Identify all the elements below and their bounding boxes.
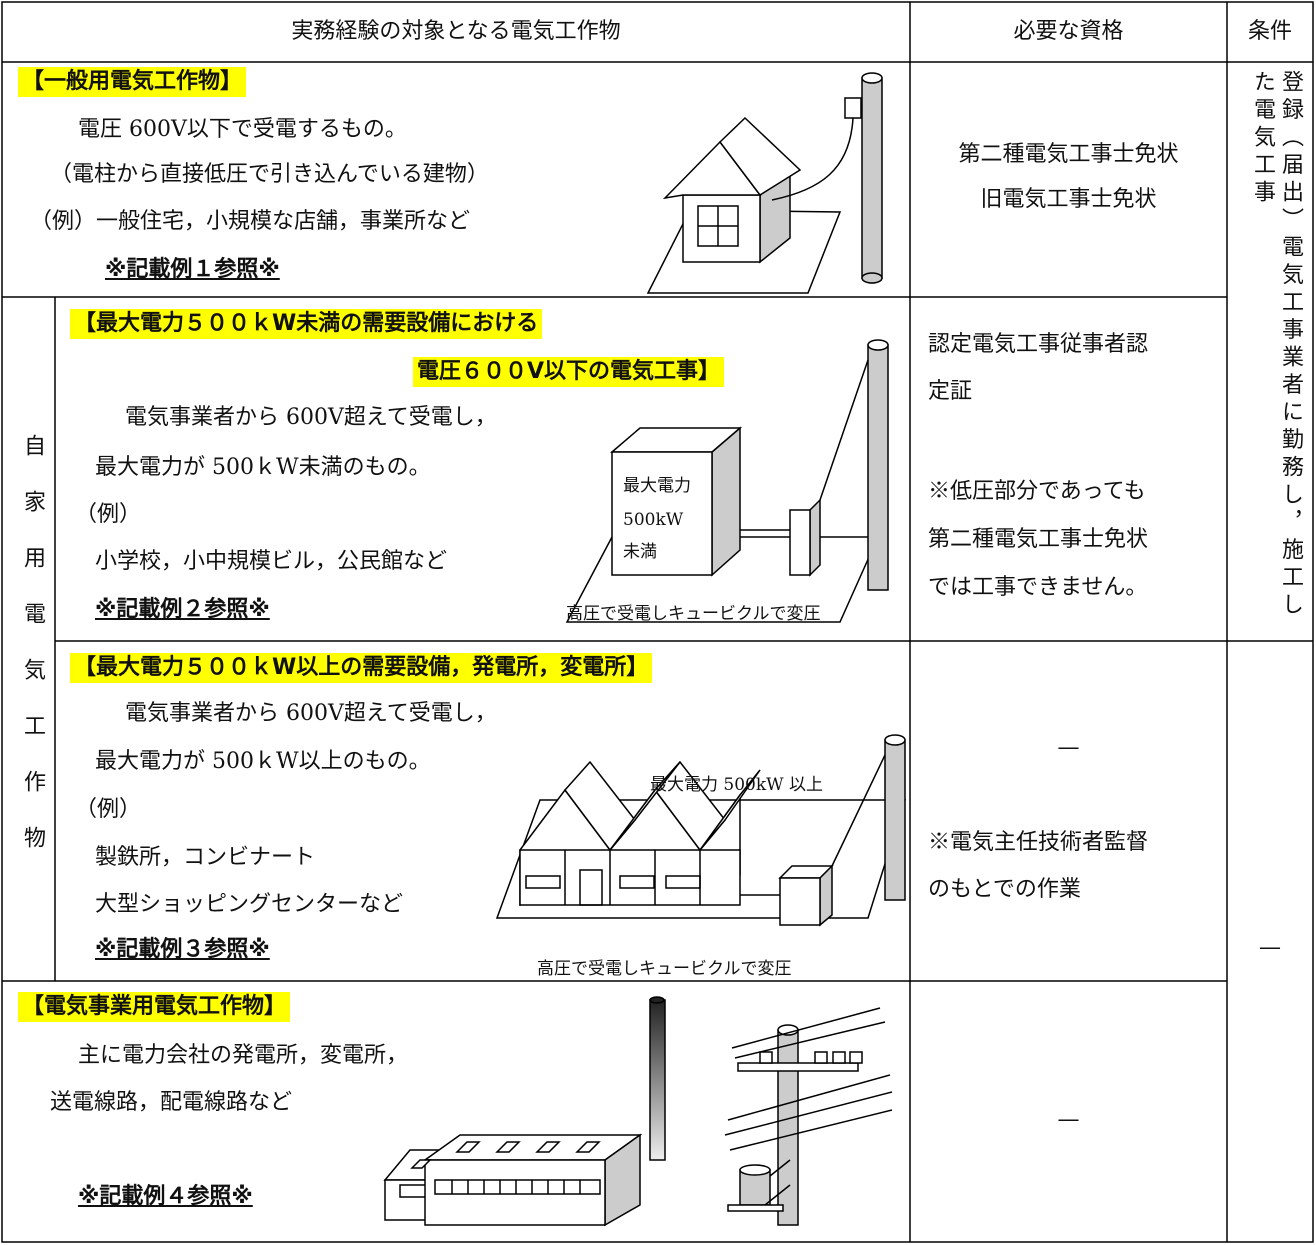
reference: ※記載例１参照※ [105,257,280,282]
illustration-shape [884,739,906,901]
description: 電気事業者から 600V超えて受電し， [125,405,497,430]
illustration-label: 最大電力 [623,476,691,496]
illustration-shape [867,344,889,591]
illustration-shape [861,77,883,279]
illustration-shape [814,1051,828,1064]
illustration-shape [519,849,741,906]
illustration-shape [861,72,883,84]
category-title: 【最大電力５００ｋW未満の需要設備における [70,309,543,339]
description: 電気事業者から 600V超えて受電し， [125,701,497,726]
illustration-shape [609,761,681,851]
header-cell: 条件 [1247,19,1292,44]
illustration-shape [579,869,603,906]
illustration-caption: 高圧で受電しキュービクルで変圧 [566,604,821,624]
header-cell: 必要な資格 [1013,19,1124,44]
illustration-shape [699,769,761,851]
illustration-label: 500kW [623,510,684,530]
illustration-shape [711,426,741,577]
illustration-shape [649,996,665,1004]
illustration-shape [619,875,655,889]
description: （電柱から直接低圧で引き込んでいる建物） [50,162,489,187]
illustration-shape [724,1007,893,1151]
illustration-shape [649,999,666,1161]
illustration-shape [525,875,561,889]
illustration-shape [867,339,889,351]
illustration-shape [424,1159,606,1226]
table-rule [769,1159,791,1177]
illustration-shape [451,1180,581,1194]
illustration-shape [737,1062,859,1072]
qualification: — [1057,735,1080,760]
table-rule [764,1184,791,1206]
header-cell: 実務経験の対象となる電気工作物 [291,19,621,44]
reference: ※記載例２参照※ [95,597,270,622]
illustration-shape [789,509,811,576]
qualification: 認定電気工事従事者認 [928,332,1149,357]
illustration-shape [832,1051,846,1064]
note: のもとでの作業 [928,877,1081,902]
qualification: — [1057,1107,1080,1132]
illustration-shape [771,117,854,201]
category-title: 【一般用電気工作物】 [18,67,247,97]
qualification: 第二種電気工事士免状 [958,142,1179,167]
description: 電圧 600V以下で受電するもの。 [78,117,407,142]
illustration-shape [809,498,821,577]
illustration-shape [884,734,906,746]
illustration-shape [410,1141,601,1169]
illustration-shape [434,1179,601,1195]
illustration-shape [849,1051,863,1064]
illustration-shape [844,97,862,119]
condition-none: — [1259,935,1281,960]
category-title: 電圧６００V以下の電気工事】 [413,357,725,387]
illustration-shape [861,272,883,284]
illustration-shape [422,1134,643,1161]
illustration-shape [759,1051,773,1064]
illustration-label: 未満 [623,542,657,562]
description: 小学校，小中規模ビル，公民館など [95,549,448,574]
reference: ※記載例３参照※ [95,937,270,962]
description: （例） [75,797,142,822]
qualification: 定証 [928,379,973,404]
note: 第二種電気工事士免状 [928,527,1149,552]
description: 送電線路，配電線路など [50,1090,293,1115]
category-title: 【最大電力５００ｋW以上の需要設備，発電所，変電所】 [70,653,653,683]
illustration-shape [665,875,701,889]
description: （例）一般住宅，小規模な店舗，事業所など [30,209,471,234]
description: （例） [75,502,142,527]
condition: 登録（届出）電気工事業者に勤務し，施工した電気工事 [1250,70,1303,620]
illustration-shape [611,451,713,576]
description: 製鉄所，コンビナート [95,845,316,870]
qualification: 旧電気工事士免状 [980,187,1157,212]
illustration-shape [719,116,802,197]
table-rule [819,359,869,501]
illustration-shape [739,1164,771,1176]
group-label: 自家用電気工作物 [20,434,45,882]
description: 大型ショッピングセンターなど [95,892,404,917]
illustration-label: 最大電力 500kW 以上 [650,775,824,795]
illustration-shape [777,1029,799,1226]
note: ※低圧部分であっても [928,479,1146,504]
illustration-shape [727,1204,784,1212]
note: では工事できません。 [928,575,1148,600]
description: 最大電力が 500ｋW以上のもの。 [95,749,431,774]
illustration-shape [779,877,821,926]
illustration-caption: 高圧で受電しキュービクルで変圧 [537,959,792,979]
reference: ※記載例４参照※ [78,1184,253,1209]
note: ※電気主任技術者監督 [928,830,1149,855]
description: 主に電力会社の発電所，変電所， [78,1043,409,1068]
description: 最大電力が 500ｋW未満のもの。 [95,455,431,480]
table-rule [831,754,886,867]
category-title: 【電気事業用電気工作物】 [18,992,291,1022]
